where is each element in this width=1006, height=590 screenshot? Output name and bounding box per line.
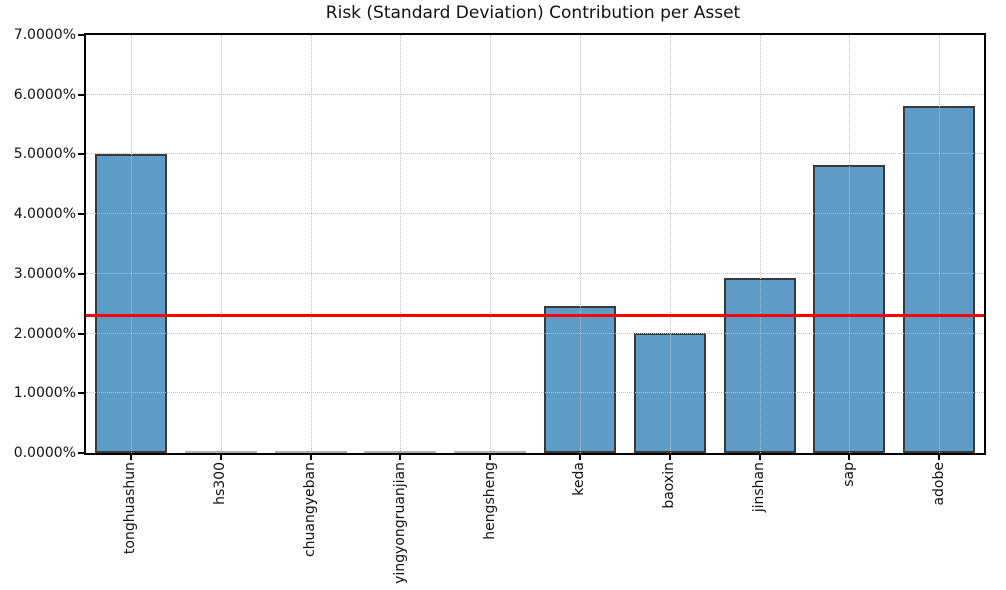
gridline-vertical [669, 35, 671, 453]
gridline-horizontal [86, 272, 984, 274]
y-tick-label: 6.0000% [13, 86, 76, 103]
gridline-vertical [579, 35, 581, 453]
x-axis-tick [938, 455, 941, 460]
y-axis-tick [78, 93, 84, 96]
gridline-horizontal [86, 153, 984, 155]
x-axis-tick [489, 455, 492, 460]
gridline-horizontal [86, 332, 984, 334]
gridline-vertical [130, 35, 132, 453]
x-tick-label: hengsheng [481, 462, 498, 540]
y-axis-tick [78, 452, 84, 454]
gridline-horizontal [86, 213, 984, 215]
x-tick-label: keda [571, 462, 588, 496]
y-axis-tick [78, 272, 84, 275]
y-tick-label: 5.0000% [13, 146, 76, 163]
y-axis-tick [78, 34, 84, 36]
gridline-vertical [310, 35, 312, 453]
gridline-vertical [939, 35, 941, 453]
y-axis-tick [78, 392, 84, 395]
x-axis-tick [219, 455, 222, 460]
x-tick-label: sap [840, 462, 857, 487]
y-tick-label: 7.0000% [13, 27, 76, 43]
plot-area [84, 33, 986, 455]
x-tick-label: hs300 [212, 462, 229, 505]
gridline-horizontal [86, 392, 984, 394]
gridline-vertical [220, 35, 222, 453]
x-tick-label: yingyongruanjian [391, 462, 408, 584]
gridline-vertical [400, 35, 402, 453]
x-tick-label: tonghuashun [122, 462, 139, 555]
y-tick-label: 1.0000% [13, 385, 76, 402]
x-tick-label: jinshan [751, 462, 767, 513]
gridline-vertical [490, 35, 492, 453]
x-axis-tick [668, 455, 671, 460]
y-tick-label: 4.0000% [13, 206, 76, 223]
y-axis-tick [78, 332, 84, 335]
y-tick-label: 0.0000% [13, 445, 76, 461]
y-axis-tick [78, 213, 84, 216]
x-axis-tick [578, 455, 581, 460]
x-axis-tick [848, 455, 851, 460]
gridline-horizontal [86, 93, 984, 95]
chart-title: Risk (Standard Deviation) Contribution p… [325, 3, 741, 23]
gridline-vertical [849, 35, 851, 453]
x-axis-tick [399, 455, 402, 460]
x-tick-label: adobe [930, 462, 947, 506]
x-axis-tick [309, 455, 312, 460]
y-tick-label: 3.0000% [13, 265, 76, 282]
gridline-vertical [759, 35, 761, 453]
x-tick-label: chuangyeban [302, 462, 318, 558]
x-tick-label: baoxin [661, 462, 678, 509]
x-axis-tick [129, 455, 132, 460]
y-tick-label: 2.0000% [13, 325, 76, 342]
mean-line [86, 313, 984, 317]
x-axis-tick [758, 455, 761, 460]
y-axis-tick [78, 153, 84, 156]
